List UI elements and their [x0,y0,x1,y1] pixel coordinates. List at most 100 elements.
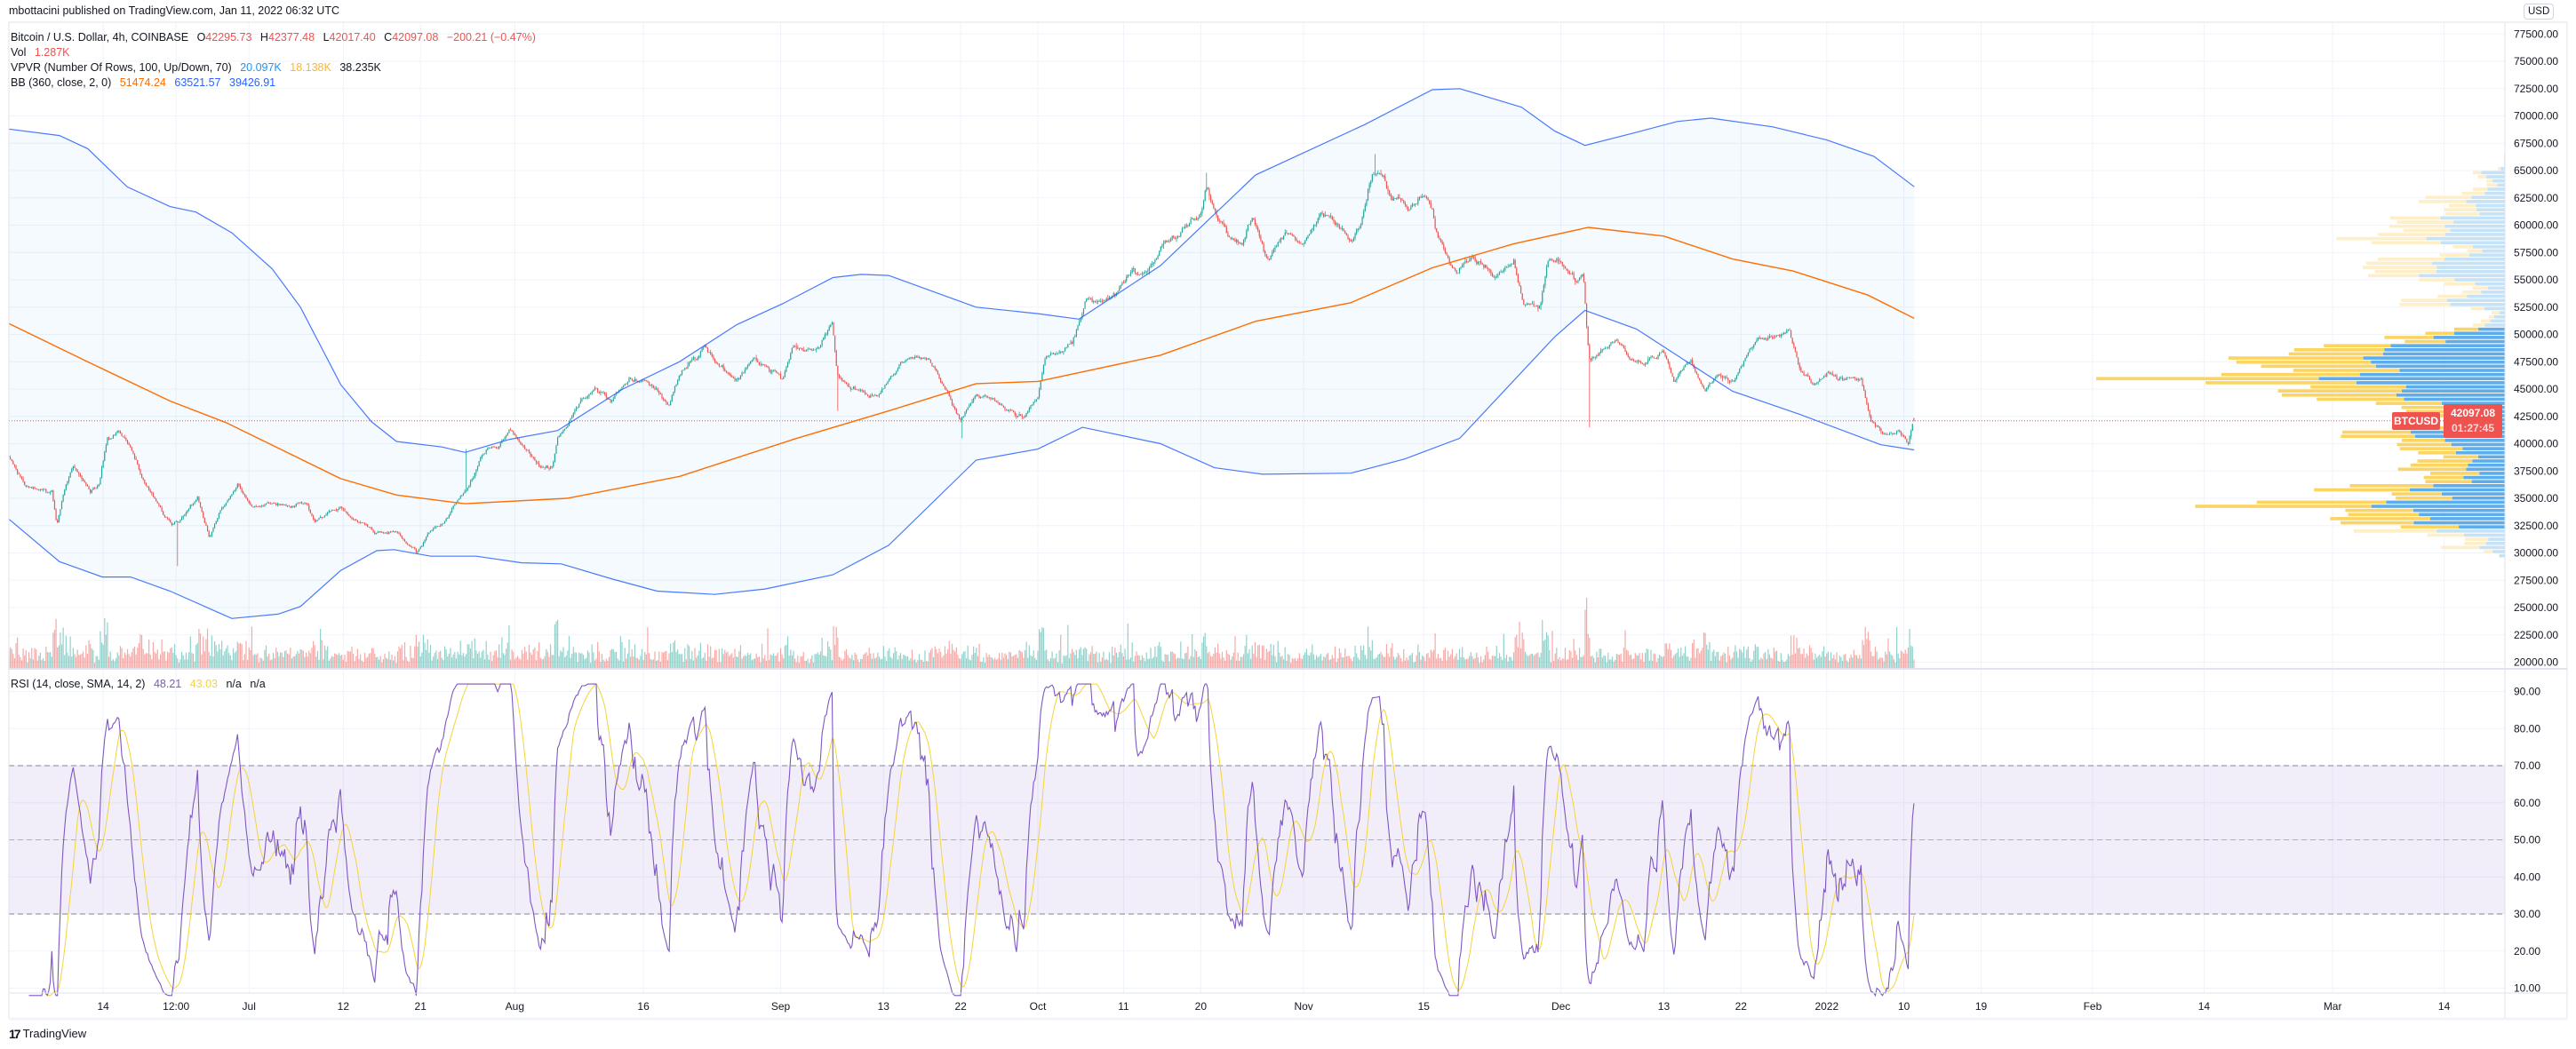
candle[interactable] [581,397,583,402]
candle[interactable] [25,485,27,488]
candle[interactable] [221,506,223,511]
candle[interactable] [1378,172,1380,175]
candle[interactable] [93,487,96,489]
candle[interactable] [1100,298,1102,303]
candle[interactable] [1220,220,1222,224]
candle[interactable] [857,389,858,391]
candle[interactable] [1296,237,1297,242]
candle[interactable] [663,397,665,401]
candle[interactable] [100,465,103,479]
candle[interactable] [589,392,592,395]
candle[interactable] [532,457,534,460]
candle[interactable] [1284,229,1286,236]
candle[interactable] [891,375,893,377]
candle[interactable] [1168,238,1170,243]
candle[interactable] [130,444,132,449]
candle[interactable] [696,359,698,361]
candle[interactable] [971,399,973,404]
candle[interactable] [714,357,716,364]
candle[interactable] [1451,265,1454,269]
candle[interactable] [50,490,52,496]
candle[interactable] [770,370,771,375]
candle[interactable] [348,513,350,517]
candle[interactable] [918,355,921,359]
candle[interactable] [1352,236,1355,242]
candle[interactable] [1411,203,1413,208]
candle[interactable] [1312,224,1315,232]
candle[interactable] [504,436,506,441]
candle[interactable] [1328,215,1330,219]
candle[interactable] [1493,274,1495,278]
candle[interactable] [185,511,187,517]
candle[interactable] [1181,226,1184,234]
candle[interactable] [152,491,155,497]
candle[interactable] [1580,274,1582,280]
candle[interactable] [1034,399,1036,403]
candle[interactable] [1253,218,1255,220]
candle[interactable] [1169,237,1172,242]
candle[interactable] [861,388,863,393]
candle[interactable] [1399,194,1400,199]
candle[interactable] [1082,308,1085,316]
candle[interactable] [964,411,966,417]
candle[interactable] [1535,305,1537,307]
candle[interactable] [534,456,536,461]
candle[interactable] [1077,324,1079,331]
candle[interactable] [786,362,789,369]
candle[interactable] [1274,245,1276,253]
candle[interactable] [738,377,740,381]
candle[interactable] [870,393,872,398]
candle[interactable] [448,513,450,519]
candle[interactable] [1067,344,1069,348]
candle[interactable] [648,381,650,386]
candle[interactable] [1159,250,1160,257]
candle[interactable] [670,400,672,406]
candle[interactable] [473,476,475,481]
candle[interactable] [560,433,562,437]
candle[interactable] [1561,261,1563,267]
candle[interactable] [1408,209,1410,211]
candle[interactable] [847,382,849,387]
candle[interactable] [239,483,242,489]
candle[interactable] [88,485,90,490]
candle[interactable] [24,481,26,486]
candle[interactable] [567,425,569,428]
candle[interactable] [894,373,896,376]
candle[interactable] [765,364,768,368]
candle[interactable] [371,527,373,530]
candle[interactable] [1336,222,1337,227]
candle[interactable] [382,531,384,535]
candle[interactable] [828,325,830,331]
candle[interactable] [1540,301,1542,310]
candle[interactable] [335,508,337,512]
candle[interactable] [858,388,860,392]
candle[interactable] [981,396,983,398]
candle[interactable] [107,436,108,446]
candle[interactable] [68,476,70,484]
candle[interactable] [272,502,275,505]
candle[interactable] [308,503,310,512]
candle[interactable] [943,383,945,387]
candle[interactable] [488,447,490,449]
candle[interactable] [677,379,679,385]
candle[interactable] [154,496,156,499]
candle[interactable] [48,491,50,494]
candle[interactable] [584,397,586,400]
candle[interactable] [297,502,299,505]
candle[interactable] [38,489,40,491]
candle[interactable] [1330,212,1332,219]
candle[interactable] [884,384,886,389]
candle[interactable] [438,525,440,527]
candle[interactable] [1507,264,1509,268]
candle[interactable] [34,486,36,489]
candle[interactable] [674,385,676,393]
candle[interactable] [292,505,294,508]
candle[interactable] [203,517,205,523]
candle[interactable] [1319,212,1320,220]
candle[interactable] [865,392,867,395]
candle[interactable] [998,401,1001,406]
candle[interactable] [694,356,696,362]
candle[interactable] [1401,197,1403,201]
candle[interactable] [1061,351,1063,354]
candle[interactable] [360,521,362,524]
